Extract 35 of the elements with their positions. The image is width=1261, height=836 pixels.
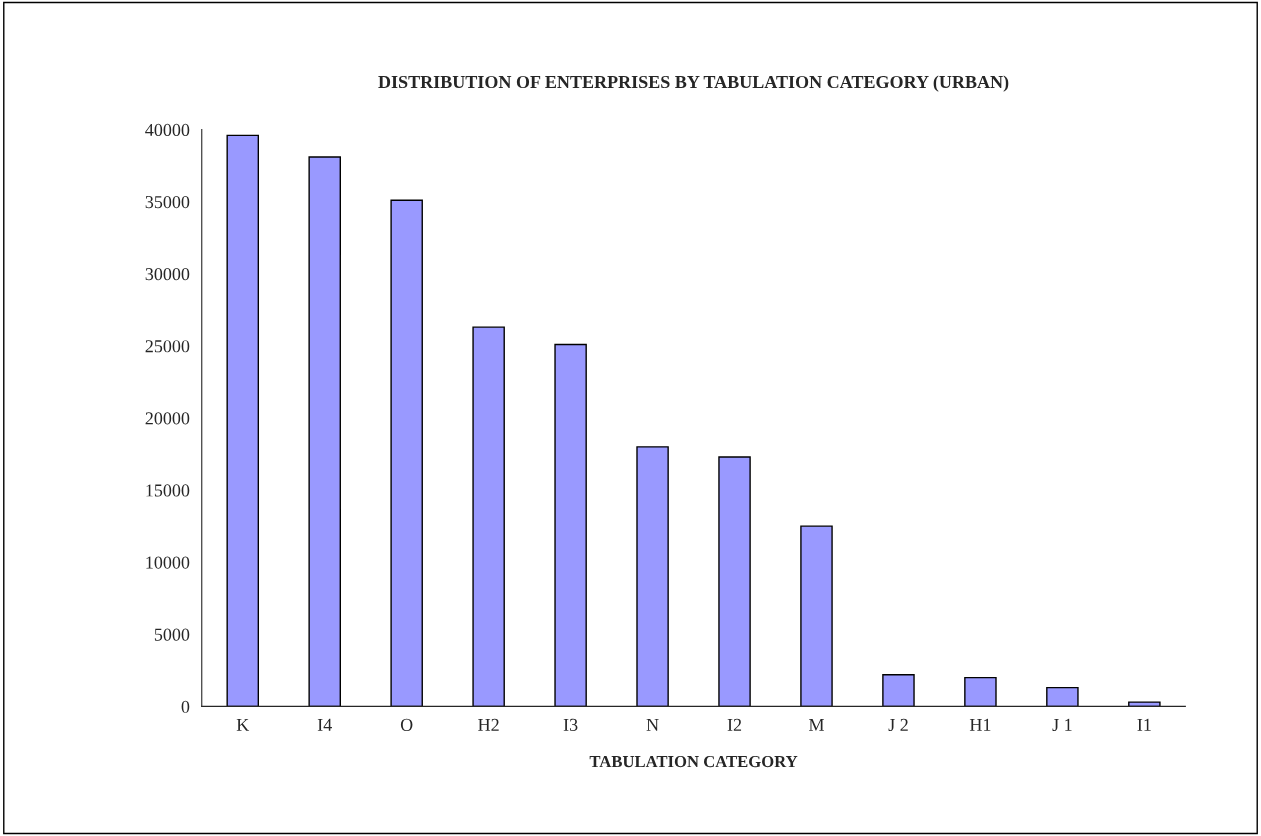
bar — [718, 456, 751, 707]
x-tick-label: H2 — [478, 718, 499, 731]
y-tick-label: 10000 — [146, 556, 190, 569]
bar — [1046, 686, 1079, 707]
x-tick-label: I4 — [317, 718, 332, 731]
bar — [964, 676, 997, 707]
bar — [1128, 701, 1161, 707]
y-tick-label: 0 — [181, 700, 190, 713]
y-tick-label: 35000 — [145, 195, 190, 209]
y-tick-label: 30000 — [145, 268, 190, 281]
y-tick-label: 15000 — [146, 484, 190, 497]
x-axis-title: TABULATION CATEGORY — [589, 755, 798, 768]
x-tick-label: H1 — [969, 718, 991, 731]
bar — [308, 156, 341, 707]
bar — [554, 343, 587, 707]
x-tick-label: N — [646, 718, 659, 731]
y-tick-label: 40000 — [145, 123, 190, 137]
y-tick-label: 5000 — [154, 628, 190, 641]
x-tick-label: I1 — [1137, 718, 1151, 731]
x-tick-label: I2 — [727, 718, 742, 731]
x-tick-label: M — [808, 718, 824, 731]
x-tick-label: O — [400, 718, 413, 731]
bar — [882, 673, 915, 707]
chart-title: DISTRIBUTION OF ENTERPRISES BY TABULATION CATEGORY (URBAN) — [378, 75, 1009, 92]
bar — [636, 446, 669, 707]
y-tick-label: 25000 — [145, 340, 190, 353]
bar — [390, 199, 423, 707]
bar — [472, 326, 505, 707]
x-tick-label: I3 — [563, 718, 578, 731]
bar — [226, 134, 260, 707]
y-tick-label: 20000 — [145, 412, 190, 425]
x-tick-label: K — [236, 718, 250, 731]
x-tick-label: J 2 — [888, 718, 908, 731]
bar — [800, 525, 833, 707]
x-tick-label: J 1 — [1052, 718, 1072, 731]
